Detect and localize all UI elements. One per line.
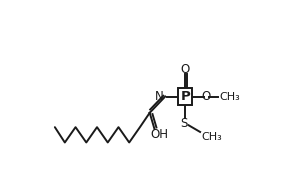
Text: CH₃: CH₃ [220,91,241,102]
Text: CH₃: CH₃ [201,132,222,142]
Text: OH: OH [150,128,168,141]
Text: N: N [155,90,164,103]
Text: O: O [180,63,190,76]
Text: P: P [180,90,190,103]
Text: S: S [180,117,188,130]
Text: O: O [202,90,211,103]
